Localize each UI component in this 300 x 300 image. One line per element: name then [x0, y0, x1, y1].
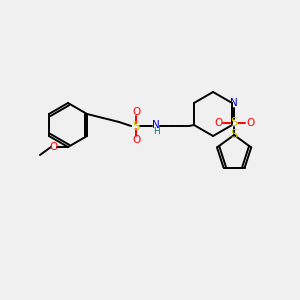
Text: O: O — [132, 107, 140, 117]
Text: O: O — [246, 118, 254, 128]
Text: O: O — [214, 118, 222, 128]
Text: O: O — [50, 142, 58, 152]
Text: S: S — [230, 116, 238, 130]
Text: O: O — [132, 135, 140, 145]
Text: S: S — [230, 128, 238, 142]
Text: N: N — [230, 98, 238, 108]
Text: H: H — [153, 127, 159, 136]
Text: N: N — [152, 120, 160, 130]
Text: S: S — [132, 119, 140, 133]
